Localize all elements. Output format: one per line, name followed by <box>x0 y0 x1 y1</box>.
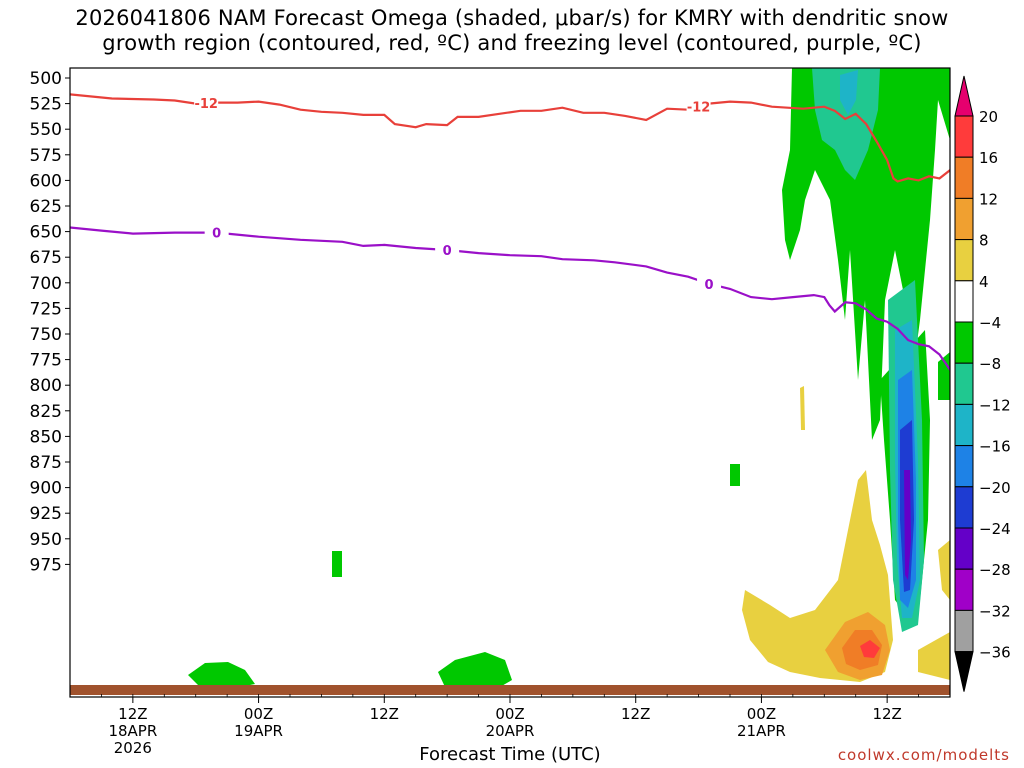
omega-region-yellow-right2 <box>938 540 950 600</box>
contour-label: 0 <box>705 278 714 293</box>
y-tick-label: 775 <box>30 351 62 371</box>
x-tick-label: 00Z <box>244 705 273 723</box>
colorbar-bin <box>954 156 974 199</box>
y-tick-label: 900 <box>30 479 62 499</box>
contour-label: -12 <box>687 101 711 116</box>
colorbar-label: 20 <box>979 108 998 126</box>
y-tick-label: 625 <box>30 197 62 217</box>
omega-region-teal-upper <box>812 68 880 180</box>
omega-patch-1 <box>730 464 740 486</box>
contour-label-bg <box>435 242 460 259</box>
x-tick-label: 19APR <box>234 722 283 740</box>
contour-label-bg <box>204 224 229 241</box>
x-tick-label: 2026 <box>114 739 152 757</box>
y-tick-label: 725 <box>30 299 62 319</box>
colorbar-bin <box>954 403 974 447</box>
colorbar-bin <box>954 445 974 488</box>
y-tick-label: 825 <box>30 402 62 422</box>
x-axis-title: Forecast Time (UTC) <box>419 744 601 765</box>
contour-freezing-level <box>70 226 950 372</box>
contour-label-bg <box>697 275 722 292</box>
colorbar-bin <box>954 280 974 323</box>
omega-patch-4 <box>438 652 512 687</box>
colorbar-label: −12 <box>979 396 1011 414</box>
y-tick-label: 925 <box>30 504 62 524</box>
contour-label-bg <box>686 98 711 115</box>
omega-region-yellow-spike <box>800 386 805 430</box>
y-tick-label: 750 <box>30 325 62 345</box>
omega-patch-3 <box>188 662 255 687</box>
y-tick-label: 950 <box>30 530 62 550</box>
colorbar-bin <box>954 115 974 158</box>
colorbar-top-arrow <box>954 75 974 117</box>
colorbar-label: −20 <box>979 479 1011 497</box>
colorbar-bin <box>954 321 974 364</box>
colorbar-label: 12 <box>979 190 998 208</box>
colorbar-bin <box>954 568 974 611</box>
contour-label-bg <box>194 95 219 112</box>
omega-region-green-upper <box>782 68 950 440</box>
colorbar-bin <box>954 609 974 653</box>
y-tick-label: 675 <box>30 248 62 268</box>
contour-label: 0 <box>212 227 221 242</box>
colorbar-bin <box>954 197 974 241</box>
colorbar-bin <box>954 239 974 282</box>
terrain-surface <box>70 685 950 695</box>
omega-patch-2 <box>332 551 342 577</box>
contour-dendritic <box>70 93 950 183</box>
omega-region-red-lower <box>860 640 880 658</box>
y-tick-label: 650 <box>30 223 62 243</box>
colorbar-bin <box>954 527 974 570</box>
colorbar-bin <box>954 486 974 529</box>
x-tick-label: 12Z <box>118 705 147 723</box>
colorbar-label: 4 <box>979 273 989 291</box>
y-tick-label: 800 <box>30 376 62 396</box>
y-tick-label: 600 <box>30 171 62 191</box>
y-tick-label: 975 <box>30 555 62 575</box>
colorbar-bottom-arrow <box>954 651 974 692</box>
y-tick-label: 575 <box>30 146 62 166</box>
colorbar-label: −4 <box>979 314 1001 332</box>
colorbar-label: −24 <box>979 520 1011 538</box>
x-tick-label: 12Z <box>872 705 901 723</box>
chart-title: 2026041806 NAM Forecast Omega (shaded, μ… <box>0 6 1024 56</box>
x-tick-label: 00Z <box>747 705 776 723</box>
y-tick-label: 850 <box>30 427 62 447</box>
colorbar-label: −16 <box>979 438 1011 456</box>
chart-title-line1: 2026041806 NAM Forecast Omega (shaded, μ… <box>75 6 949 30</box>
colorbar-label: −8 <box>979 355 1001 373</box>
y-tick-label: 525 <box>30 95 62 115</box>
omega-region-purple-core <box>904 470 911 580</box>
y-tick-label: 700 <box>30 274 62 294</box>
chart-title-line2: growth region (contoured, red, ºC) and f… <box>102 31 922 55</box>
x-tick-label: 20APR <box>486 722 535 740</box>
contour-label: 0 <box>443 244 452 259</box>
colorbar-bin <box>954 362 974 405</box>
colorbar-label: −36 <box>979 644 1011 662</box>
omega-region-cyan-upper <box>840 70 858 115</box>
x-tick-label: 00Z <box>495 705 524 723</box>
y-tick-label: 550 <box>30 120 62 140</box>
colorbar-label: 16 <box>979 149 998 167</box>
credit-text: coolwx.com/modelts <box>837 746 1010 764</box>
x-tick-label: 18APR <box>108 722 157 740</box>
omega-shading <box>70 68 950 695</box>
x-tick-label: 21APR <box>737 722 786 740</box>
y-tick-label: 875 <box>30 453 62 473</box>
contour-label: -12 <box>194 97 218 112</box>
x-tick-label: 12Z <box>370 705 399 723</box>
y-tick-label: 500 <box>30 69 62 89</box>
omega-region-yellow-right <box>918 632 950 680</box>
colorbar-label: 8 <box>979 232 989 250</box>
colorbar-label: −28 <box>979 561 1011 579</box>
colorbar-label: −32 <box>979 602 1011 620</box>
x-tick-label: 12Z <box>621 705 650 723</box>
